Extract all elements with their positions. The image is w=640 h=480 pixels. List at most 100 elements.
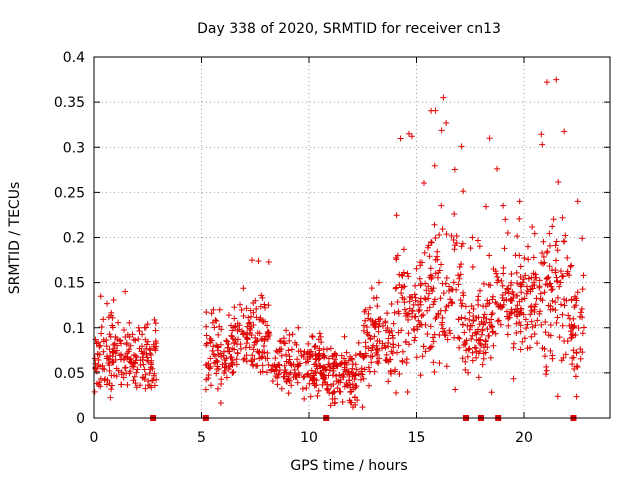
- data-point: [399, 272, 406, 279]
- data-point: [438, 202, 445, 209]
- data-point: [366, 382, 373, 389]
- data-point: [211, 324, 218, 331]
- data-point: [122, 288, 129, 295]
- data-point: [245, 320, 252, 327]
- data-point: [126, 319, 133, 326]
- data-point: [133, 369, 140, 376]
- data-point: [530, 254, 537, 261]
- data-point: [406, 298, 413, 305]
- data-point: [373, 294, 380, 301]
- data-point: [528, 307, 535, 314]
- data-point: [251, 342, 258, 349]
- data-point: [139, 331, 146, 338]
- y-tick-label: 0.4: [63, 50, 85, 66]
- data-point: [480, 314, 487, 321]
- data-point: [546, 242, 553, 249]
- data-point: [357, 376, 364, 383]
- data-point: [490, 342, 497, 349]
- data-point: [366, 304, 373, 311]
- data-point: [544, 248, 551, 255]
- data-point: [564, 338, 571, 345]
- data-point: [217, 399, 224, 406]
- data-point: [223, 374, 230, 381]
- data-point: [210, 306, 217, 313]
- data-point: [321, 354, 328, 361]
- data-point: [260, 342, 267, 349]
- data-point: [312, 350, 319, 357]
- data-point: [469, 349, 476, 356]
- data-point: [500, 270, 507, 277]
- data-point: [384, 324, 391, 331]
- data-point: [460, 292, 467, 299]
- data-point: [203, 340, 210, 347]
- data-point: [360, 322, 367, 329]
- data-point: [118, 381, 125, 388]
- data-point: [309, 376, 316, 383]
- data-point: [360, 375, 367, 382]
- data-point: [457, 271, 464, 278]
- data-point: [570, 315, 577, 322]
- data-point: [518, 289, 525, 296]
- data-point: [574, 198, 581, 205]
- data-point: [208, 337, 215, 344]
- data-point: [132, 352, 139, 359]
- data-point: [492, 299, 499, 306]
- data-point: [514, 280, 521, 287]
- data-point: [225, 363, 232, 370]
- data-point: [460, 342, 467, 349]
- data-point: [503, 296, 510, 303]
- data-point: [396, 371, 403, 378]
- data-point: [306, 354, 313, 361]
- data-point: [370, 295, 377, 302]
- data-point: [459, 300, 466, 307]
- data-point: [516, 310, 523, 317]
- data-point: [394, 299, 401, 306]
- data-point: [278, 345, 285, 352]
- data-point: [222, 360, 229, 367]
- data-point: [448, 232, 455, 239]
- data-point: [130, 363, 137, 370]
- data-point: [481, 311, 488, 318]
- data-point: [393, 389, 400, 396]
- data-point: [513, 330, 520, 337]
- data-point: [517, 322, 524, 329]
- data-point: [485, 332, 492, 339]
- data-point: [309, 332, 316, 339]
- data-point: [225, 341, 232, 348]
- data-point: [109, 324, 116, 331]
- data-point: [509, 309, 516, 316]
- data-point: [549, 223, 556, 230]
- data-point: [577, 345, 584, 352]
- data-point: [228, 354, 235, 361]
- data-point: [434, 253, 441, 260]
- data-point: [428, 239, 435, 246]
- data-point: [151, 382, 158, 389]
- data-point: [517, 307, 524, 314]
- data-point: [484, 297, 491, 304]
- data-point: [446, 288, 453, 295]
- data-point: [353, 366, 360, 373]
- data-point: [286, 353, 293, 360]
- data-point: [568, 321, 575, 328]
- data-point: [240, 285, 247, 292]
- data-point: [466, 309, 473, 316]
- data-point: [95, 362, 102, 369]
- data-point: [269, 366, 276, 373]
- data-point: [579, 330, 586, 337]
- data-point: [233, 356, 240, 363]
- data-point: [432, 315, 439, 322]
- data-point: [388, 370, 395, 377]
- data-point: [559, 214, 566, 221]
- data-point: [499, 304, 506, 311]
- data-point: [282, 369, 289, 376]
- data-point: [461, 329, 468, 336]
- data-point: [278, 352, 285, 359]
- data-point: [324, 346, 331, 353]
- data-point: [574, 289, 581, 296]
- data-point: [528, 318, 535, 325]
- data-point: [380, 322, 387, 329]
- data-point: [483, 203, 490, 210]
- data-point: [281, 362, 288, 369]
- data-point: [573, 350, 580, 357]
- data-point: [554, 277, 561, 284]
